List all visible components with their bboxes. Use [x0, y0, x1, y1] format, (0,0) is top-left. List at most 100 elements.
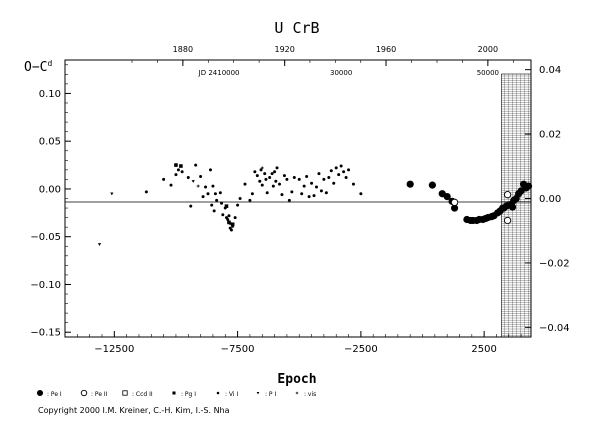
- point-vi1: [359, 192, 363, 196]
- point-vi1: [300, 192, 304, 196]
- point-vi1: [344, 175, 348, 179]
- point-vi1: [221, 213, 225, 217]
- chart-title: U CrB: [274, 19, 319, 37]
- point-vis: [295, 391, 299, 395]
- point-vi1: [215, 198, 219, 202]
- right-y-tick-label: 0.04: [539, 65, 561, 76]
- point-vi1: [248, 198, 252, 202]
- point-vi1: [227, 214, 231, 218]
- y-tick-label: −0.10: [30, 280, 61, 291]
- point-vi1: [186, 175, 190, 179]
- point-vi1: [189, 204, 193, 208]
- point-vi1: [274, 179, 278, 183]
- point-pg1: [227, 220, 231, 225]
- point-pe1: [508, 203, 517, 211]
- point-vi1: [337, 173, 341, 177]
- y-tick-label: 0.10: [39, 89, 61, 100]
- point-vi1: [310, 181, 314, 185]
- legend-label: : Vi I: [225, 391, 238, 398]
- point-pe2: [450, 198, 459, 206]
- point-vi1: [253, 170, 257, 174]
- point-pe1: [443, 192, 451, 201]
- x-axis-label: Epoch: [277, 372, 316, 387]
- point-vi1: [236, 203, 240, 207]
- point-vi1: [260, 183, 264, 187]
- right-y-tick-label: 0.00: [539, 194, 561, 205]
- point-vi1: [280, 193, 284, 197]
- point-vi1: [271, 184, 275, 188]
- point-vi1: [218, 191, 222, 195]
- point-ccd2: [122, 390, 128, 396]
- point-vi1: [324, 191, 328, 195]
- legend-label: : P I: [265, 391, 276, 398]
- point-vi1: [255, 174, 259, 178]
- point-vi1: [199, 175, 203, 179]
- point-vi1: [273, 170, 277, 174]
- y-tick-label: 0.05: [39, 137, 61, 148]
- point-vi1: [297, 177, 301, 181]
- legend-label: : vis: [304, 391, 316, 398]
- point-vi1: [312, 194, 316, 198]
- point-pe1: [36, 389, 44, 397]
- point-vi1: [250, 192, 254, 196]
- point-vi1: [314, 185, 318, 189]
- point-vi1: [275, 166, 279, 170]
- point-vi1: [307, 195, 311, 199]
- point-pe2: [503, 216, 512, 225]
- jd-label: 30000: [330, 69, 352, 77]
- point-vi1: [302, 184, 306, 188]
- point-vi1: [201, 195, 205, 199]
- point-vi1: [243, 182, 247, 186]
- point-vi1: [264, 177, 268, 181]
- point-vi1: [263, 172, 267, 176]
- point-vi1: [265, 191, 269, 195]
- jd-label: 50000: [477, 69, 499, 77]
- point-p1: [110, 192, 114, 196]
- x-tick-label: −12500: [94, 344, 134, 355]
- right-y-tick-label: −0.04: [539, 323, 570, 334]
- point-vi1: [332, 181, 336, 185]
- point-vi1: [162, 177, 166, 181]
- point-pg1: [179, 164, 183, 168]
- point-pe2: [503, 191, 512, 199]
- x-tick-label: 2500: [471, 344, 496, 355]
- point-pg1: [224, 204, 229, 208]
- point-vi1: [317, 172, 321, 176]
- point-vi1: [305, 175, 309, 179]
- x-tick-label: −7500: [221, 344, 255, 355]
- point-vi1: [327, 175, 331, 179]
- legend-label: : Ccd II: [132, 391, 153, 398]
- point-vi1: [223, 206, 227, 210]
- right-y-tick-label: −0.02: [539, 258, 570, 269]
- point-vi1: [220, 201, 224, 205]
- point-vi1: [238, 197, 242, 200]
- point-vi1: [226, 218, 230, 222]
- point-vi1: [208, 168, 212, 172]
- point-vi1: [278, 182, 282, 186]
- point-pg1: [174, 163, 178, 167]
- copyright-text: Copyright 2000 I.M. Kreiner, C.-H. Kim, …: [38, 406, 230, 415]
- point-vi1: [180, 170, 184, 174]
- point-p1: [97, 243, 102, 246]
- point-vi1: [176, 168, 180, 172]
- point-vi1: [231, 224, 235, 228]
- point-vi1: [206, 192, 210, 196]
- point-vi1: [285, 177, 289, 181]
- point-vi1: [229, 228, 233, 232]
- point-vis: [260, 166, 264, 170]
- point-vi1: [347, 168, 351, 172]
- point-p1: [256, 391, 260, 395]
- year-label: 1880: [173, 45, 193, 54]
- point-pe1: [428, 181, 436, 189]
- legend-label: : Pe II: [91, 391, 108, 398]
- point-vi1: [228, 221, 232, 225]
- point-vi1: [210, 203, 214, 207]
- point-vi1: [233, 216, 237, 220]
- point-vi1: [319, 189, 323, 193]
- point-vi1: [339, 164, 343, 168]
- point-vi1: [282, 174, 286, 178]
- point-pe2: [80, 389, 88, 397]
- y-tick-label: −0.05: [30, 232, 61, 243]
- year-label: 2000: [478, 45, 498, 54]
